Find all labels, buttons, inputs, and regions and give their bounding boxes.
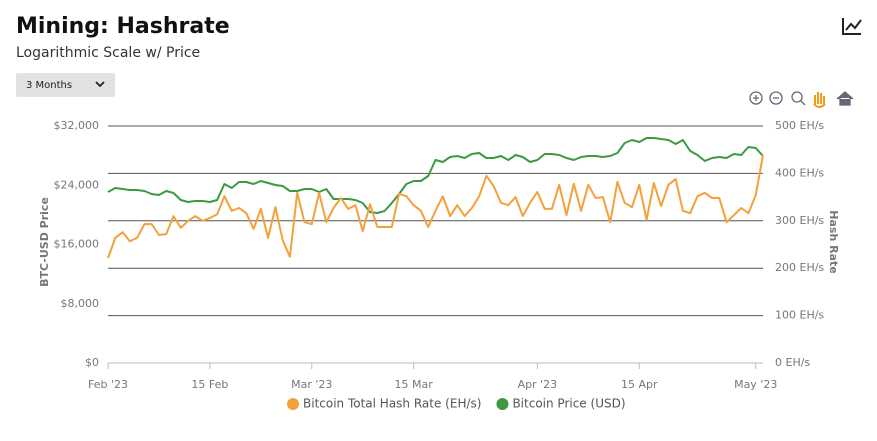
toolbar[interactable] — [749, 91, 854, 108]
pan[interactable] — [813, 92, 826, 108]
chart-title: Mining: Hashrate — [16, 14, 230, 39]
x-tick-label: 15 Mar — [395, 378, 434, 391]
legend-marker[interactable] — [496, 398, 509, 410]
x-tick-label: 15 Apr — [621, 378, 658, 391]
legend-item[interactable]: Bitcoin Total Hash Rate (EH/s) — [287, 397, 481, 411]
y-tick-label: $0 — [85, 356, 99, 369]
icon-line[interactable] — [845, 19, 862, 31]
y2-tick-label: 300 EH/s — [775, 214, 824, 227]
y2-tick-label: 200 EH/s — [775, 261, 824, 274]
series-line — [107, 154, 764, 259]
y2-tick-label: 100 EH/s — [775, 309, 824, 322]
zoom-select[interactable] — [791, 91, 806, 106]
x-tick-label: 15 Feb — [191, 378, 228, 391]
x-tick-label: May '23 — [734, 378, 777, 391]
y2-tick-label: 500 EH/s — [775, 119, 824, 132]
y-tick-label: $16,000 — [54, 238, 100, 251]
y-tick-label: $32,000 — [54, 119, 100, 132]
zoom-out[interactable] — [769, 91, 783, 105]
y2-tick-label: 0 EH/s — [775, 356, 810, 369]
zoom-in[interactable] — [749, 91, 763, 105]
legend-marker[interactable] — [287, 398, 299, 410]
y-axis-title: BTC-USD Price — [38, 197, 51, 287]
reset[interactable] — [836, 91, 854, 106]
x-tick-label: Mar '23 — [291, 378, 332, 391]
series-line — [107, 137, 764, 214]
y2-axis-title: Hash Rate — [827, 210, 840, 273]
y-tick-label: $24,000 — [54, 178, 100, 191]
icon-axes[interactable] — [842, 18, 861, 35]
dropdown-label[interactable]: 3 Months — [26, 80, 72, 91]
chart-type-icon[interactable] — [842, 18, 862, 35]
legend-label[interactable]: Bitcoin Price (USD) — [512, 397, 625, 411]
range-dropdown[interactable]: 3 Months — [16, 73, 115, 97]
legend-label[interactable]: Bitcoin Total Hash Rate (EH/s) — [303, 397, 481, 411]
chevron[interactable] — [95, 81, 105, 88]
y2-tick-label: 400 EH/s — [775, 166, 824, 179]
legend-item[interactable]: Bitcoin Price (USD) — [496, 397, 626, 411]
chart-subtitle: Logarithmic Scale w/ Price — [16, 45, 200, 61]
x-tick-label: Apr '23 — [518, 378, 558, 391]
x-tick-label: Feb '23 — [88, 378, 128, 391]
dropdown-box[interactable] — [16, 73, 115, 97]
y-tick-label: $8,000 — [61, 297, 100, 310]
